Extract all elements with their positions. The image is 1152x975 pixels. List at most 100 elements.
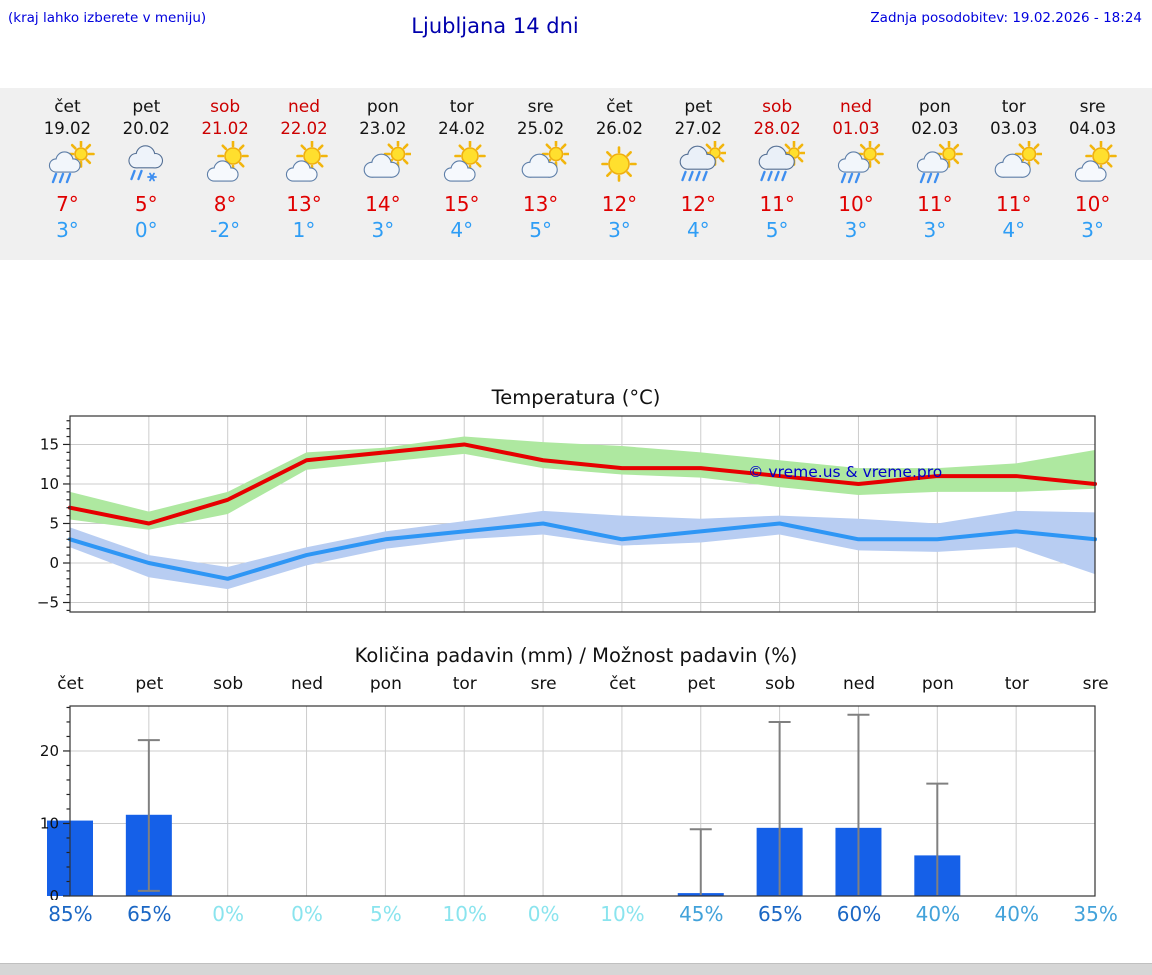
- day-temp-min: 5°: [529, 218, 552, 242]
- day-temp-max: 11°: [917, 192, 953, 216]
- precip-day-label: sob: [765, 674, 796, 694]
- day-temp-min: 5°: [765, 218, 789, 242]
- day-date: 27.02: [674, 119, 722, 138]
- watermark-link[interactable]: © vreme.us & vreme.pro: [748, 463, 942, 481]
- forecast-day-column: sob 21.02 8° -2°: [186, 96, 265, 254]
- forecast-day-column: tor 24.02 15° 4°: [422, 96, 501, 254]
- precip-probability: 45%: [679, 902, 724, 926]
- precip-probability: 10%: [442, 902, 487, 926]
- forecast-day-column: sob 28.02 11° 5°: [738, 96, 817, 254]
- precipitation-chart: 0 10 20: [40, 705, 1096, 900]
- forecast-day-column: ned 01.03 10° 3°: [817, 96, 896, 254]
- day-temp-max: 12°: [680, 192, 717, 216]
- day-name: pet: [132, 97, 161, 117]
- day-temp-min: 3°: [608, 218, 631, 242]
- day-temp-min: 3°: [371, 218, 395, 242]
- weather-icon-sunny: [591, 141, 647, 191]
- weather-icon-sleet: [118, 141, 174, 191]
- day-date: 28.02: [753, 119, 801, 138]
- weather-icon-partly: [1065, 140, 1121, 191]
- day-name: ned: [287, 97, 321, 117]
- precip-day-label: čet: [57, 674, 84, 694]
- forecast-day-column: pet 27.02 12° 4°: [659, 96, 738, 254]
- day-date: 01.03: [832, 119, 880, 138]
- temp-y-tick-label: −5: [37, 594, 59, 612]
- day-temp-max: 5°: [134, 192, 158, 216]
- day-name: pon: [918, 97, 951, 117]
- day-date: 04.03: [1068, 119, 1117, 138]
- day-temp-min: 4°: [686, 218, 710, 242]
- day-temp-min: 4°: [1002, 218, 1026, 242]
- forecast-day-column: ned 22.02 13° 1°: [265, 96, 344, 254]
- weather-icon-rain: [670, 140, 729, 191]
- day-date: 19.02: [43, 119, 92, 138]
- day-name: ned: [840, 97, 873, 117]
- weather-icon-cloudy: [355, 139, 413, 191]
- day-name: tor: [449, 97, 474, 117]
- day-temp-min: 1°: [292, 218, 316, 242]
- horizontal-scrollbar[interactable]: [0, 963, 1152, 975]
- precip-day-label: pet: [135, 674, 164, 694]
- forecast-day-column: čet 26.02 12° 3°: [580, 96, 659, 254]
- forecast-day-column: sre 04.03 10° 3°: [1053, 96, 1132, 254]
- weather-icon-cloudy: [513, 139, 570, 191]
- precip-probability: 65%: [757, 902, 803, 926]
- day-name: sob: [210, 97, 241, 117]
- day-temp-min: 3°: [844, 218, 868, 242]
- forecast-day-column: pon 23.02 14° 3°: [343, 96, 422, 254]
- precipitation-chart-title: Količina padavin (mm) / Možnost padavin …: [354, 644, 798, 667]
- precip-probability: 0%: [291, 902, 323, 926]
- location-menu-hint: (kraj lahko izberete v meniju): [8, 10, 207, 26]
- day-name: čet: [606, 97, 633, 117]
- day-temp-min: 3°: [1081, 218, 1104, 242]
- day-temp-max: 15°: [444, 192, 480, 216]
- day-temp-min: 4°: [450, 218, 474, 242]
- day-name: tor: [1001, 97, 1026, 117]
- day-date: 21.02: [201, 119, 249, 138]
- day-name: pon: [366, 97, 399, 117]
- weather-icon-rain: [749, 140, 807, 191]
- precip-day-label: sob: [213, 674, 244, 694]
- day-temp-max: 12°: [601, 192, 638, 216]
- precip-probability: 0%: [212, 902, 245, 926]
- precip-probability: 5%: [370, 902, 402, 926]
- day-temp-max: 10°: [1074, 192, 1111, 216]
- forecast-day-column: pon 02.03 11° 3°: [895, 96, 974, 254]
- precip-probability: 85%: [48, 902, 93, 926]
- precip-probability: 65%: [127, 902, 172, 926]
- weather-icon-partly: [276, 140, 332, 191]
- temp-y-tick-label: 5: [49, 514, 59, 532]
- precip-probability: 60%: [836, 902, 882, 926]
- day-name: sre: [527, 97, 554, 117]
- precip-day-label: tor: [1004, 674, 1029, 694]
- last-update-text: Zadnja posodobitev: 19.02.2026 - 18:24: [870, 10, 1142, 26]
- precip-day-label: pon: [921, 674, 954, 694]
- day-temp-max: 8°: [213, 192, 237, 216]
- day-temp-min: 0°: [134, 218, 158, 242]
- day-date: 03.03: [990, 119, 1038, 138]
- weather-icon-partly: [197, 140, 253, 191]
- precip-day-label: sre: [1082, 674, 1109, 694]
- forecast-day-column: pet 20.02 5° 0°: [107, 96, 186, 254]
- precip-probability-row: 85% 65% 0% 0% 5% 10% 0% 10% 45% 65% 60% 40% 40% 35%: [0, 902, 1152, 926]
- day-date: 22.02: [280, 119, 328, 138]
- forecast-day-column: tor 03.03 11° 4°: [974, 96, 1053, 254]
- day-temp-max: 10°: [838, 192, 874, 216]
- day-name: pet: [684, 97, 713, 117]
- temperature-chart: −5 0 5 10 15 © vreme.us & vreme.pro: [37, 415, 1097, 613]
- day-date: 23.02: [359, 119, 407, 138]
- weather-icon-rain-sun: [39, 140, 96, 191]
- precip-day-label: pon: [369, 674, 402, 694]
- day-name: sre: [1079, 97, 1106, 117]
- day-name: sob: [762, 97, 793, 117]
- precip-day-label: ned: [843, 674, 876, 694]
- day-temp-max: 11°: [759, 192, 795, 216]
- temp-y-tick-label: 10: [40, 475, 59, 493]
- day-date: 20.02: [122, 119, 170, 138]
- precip-day-label: tor: [452, 674, 477, 694]
- precip-probability: 35%: [1073, 902, 1118, 926]
- precip-day-label: pet: [687, 674, 716, 694]
- weather-icon-cloudy: [986, 139, 1044, 191]
- precip-probability: 40%: [915, 902, 961, 926]
